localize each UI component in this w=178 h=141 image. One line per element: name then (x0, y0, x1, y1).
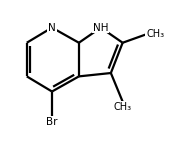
Text: CH₃: CH₃ (146, 29, 164, 39)
Text: CH₃: CH₃ (114, 102, 132, 112)
Text: N: N (48, 23, 56, 33)
Text: Br: Br (46, 117, 58, 127)
Text: NH: NH (93, 23, 109, 33)
